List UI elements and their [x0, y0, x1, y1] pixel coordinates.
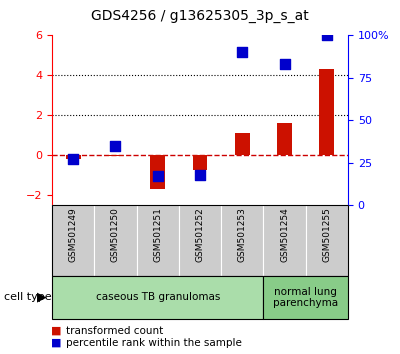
Point: [239, 50, 246, 55]
Text: ▶: ▶: [37, 291, 47, 304]
Text: GSM501255: GSM501255: [322, 207, 331, 262]
Text: ■: ■: [51, 338, 61, 348]
Point: [112, 143, 119, 149]
Bar: [221, 205, 264, 276]
Point: [197, 172, 203, 178]
Point: [324, 33, 330, 38]
Text: GSM501251: GSM501251: [153, 207, 162, 262]
Text: GSM501254: GSM501254: [280, 207, 289, 262]
Bar: [277, 123, 292, 155]
Bar: [52, 205, 94, 276]
Bar: [136, 205, 179, 276]
Bar: [108, 155, 123, 156]
Text: GSM501252: GSM501252: [196, 207, 204, 262]
Text: percentile rank within the sample: percentile rank within the sample: [66, 338, 242, 348]
Bar: [264, 276, 348, 319]
Bar: [264, 205, 306, 276]
Point: [281, 62, 288, 67]
Bar: [179, 205, 221, 276]
Bar: [66, 155, 80, 159]
Bar: [306, 205, 348, 276]
Point: [154, 173, 161, 179]
Text: normal lung
parenchyma: normal lung parenchyma: [273, 286, 338, 308]
Bar: [235, 133, 250, 155]
Bar: [150, 155, 165, 189]
Text: GSM501249: GSM501249: [69, 207, 78, 262]
Text: GDS4256 / g13625305_3p_s_at: GDS4256 / g13625305_3p_s_at: [91, 9, 309, 23]
Text: caseous TB granulomas: caseous TB granulomas: [96, 292, 220, 302]
Bar: [94, 205, 136, 276]
Text: GSM501253: GSM501253: [238, 207, 247, 262]
Text: transformed count: transformed count: [66, 326, 163, 336]
Bar: [52, 276, 264, 319]
Point: [70, 156, 76, 162]
Text: cell type: cell type: [4, 292, 52, 302]
Bar: [193, 155, 208, 170]
Text: ■: ■: [51, 326, 61, 336]
Text: GSM501250: GSM501250: [111, 207, 120, 262]
Bar: [320, 69, 334, 155]
